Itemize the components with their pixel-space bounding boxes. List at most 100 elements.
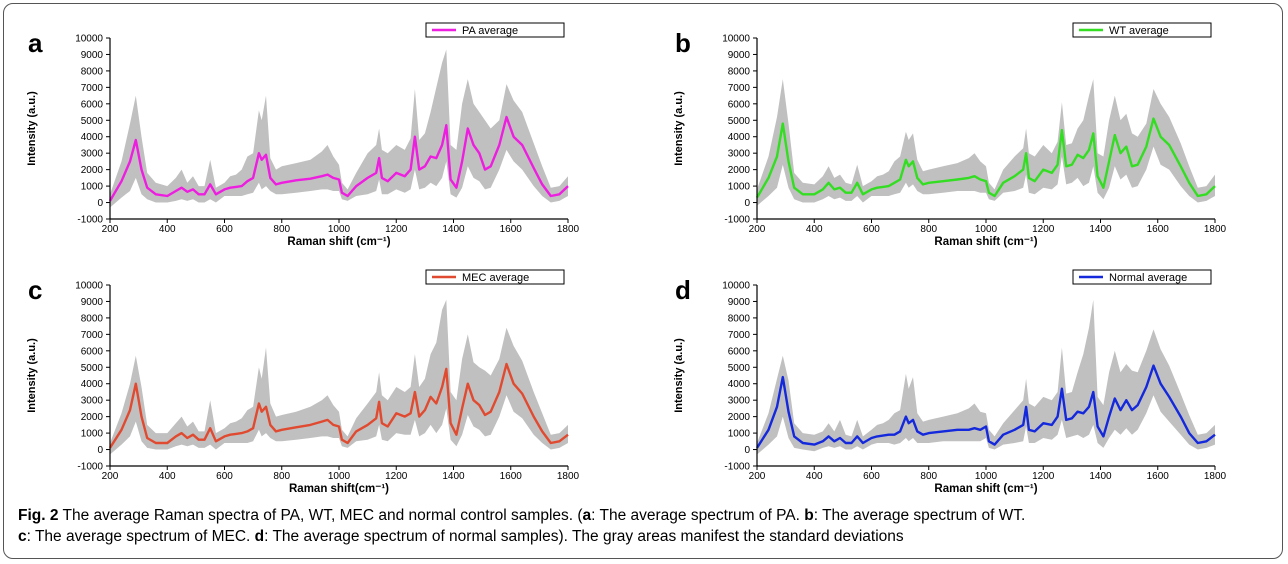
y-tick-label-a: 7000 — [81, 83, 104, 94]
y-tick-label-d: 3000 — [728, 396, 751, 407]
x-tick-label-c: 1400 — [442, 471, 465, 482]
y-axis-label-c: Intensity (a.u.) — [26, 338, 38, 413]
panel-b: -1000 0 1000 2000 3000 4000 5000 6000 7000 8000 90… — [673, 22, 1227, 248]
caption-line-1: Fig. 2 The average Raman spectra of PA, … — [18, 505, 1273, 526]
y-tick-label-b: 4000 — [728, 132, 751, 143]
y-tick-label-c: 5000 — [81, 363, 104, 374]
x-tick-label-d: 1600 — [1147, 471, 1170, 482]
y-tick-label-b: 7000 — [728, 83, 751, 94]
x-tick-label-c: 1000 — [328, 471, 351, 482]
y-tick-label-a: 3000 — [81, 149, 104, 160]
caption-label-c: c — [18, 528, 27, 545]
y-tick-label-d: 9000 — [728, 297, 751, 308]
y-tick-label-a: 5000 — [81, 116, 104, 127]
x-tick-label-c: 800 — [273, 471, 290, 482]
average-line-b — [755, 117, 1216, 199]
panel-c: -1000 0 1000 2000 3000 4000 5000 6000 7000 8000 90… — [26, 269, 580, 495]
x-tick-label-b: 800 — [920, 224, 937, 235]
y-tick-label-a: 10000 — [75, 34, 103, 45]
y-tick-label-d: 5000 — [728, 363, 751, 374]
y-tick-label-b: 3000 — [728, 149, 751, 160]
y-tick-label-d: 2000 — [728, 412, 751, 423]
caption-label-a: a — [582, 507, 592, 524]
y-tick-label-a: 0 — [97, 198, 103, 209]
y-axis-label-a: Intensity (a.u.) — [26, 91, 38, 166]
x-tick-label-b: 400 — [806, 224, 823, 235]
x-axis-label-c: Raman shift(cm⁻¹) — [289, 483, 389, 495]
x-tick-label-c: 1200 — [385, 471, 408, 482]
x-tick-label-b: 1400 — [1089, 224, 1112, 235]
y-tick-label-b: 2000 — [728, 165, 751, 176]
y-tick-label-c: 9000 — [81, 297, 104, 308]
y-tick-label-b: 5000 — [728, 116, 751, 127]
x-tick-label-a: 600 — [216, 224, 233, 235]
x-tick-label-a: 800 — [273, 224, 290, 235]
caption-text-3: : The average spectrum of WT. — [813, 507, 1026, 524]
x-tick-label-b: 1000 — [975, 224, 998, 235]
y-tick-label-d: 0 — [744, 445, 750, 456]
x-axis-label-a: Raman shift (cm⁻¹) — [287, 236, 390, 248]
caption-text-2: : The average spectrum of PA. — [591, 507, 805, 524]
x-tick-label-a: 1800 — [557, 224, 580, 235]
y-tick-label-c: 0 — [97, 445, 103, 456]
y-tick-label-c: 10000 — [75, 281, 103, 292]
x-tick-label-b: 1200 — [1032, 224, 1055, 235]
sd-band-b — [757, 79, 1215, 206]
x-tick-label-d: 200 — [749, 471, 766, 482]
x-tick-label-b: 1600 — [1147, 224, 1170, 235]
y-tick-label-b: 8000 — [728, 66, 751, 77]
caption-line-2: c: The average spectrum of MEC. d: The a… — [18, 526, 1273, 547]
y-tick-label-d: 1000 — [728, 429, 751, 440]
legend-label-d: Normal average — [1109, 272, 1187, 284]
panel-d: -1000 0 1000 2000 3000 4000 5000 6000 7000 8000 90… — [673, 269, 1227, 495]
figure-caption: Fig. 2 The average Raman spectra of PA, … — [18, 505, 1273, 547]
x-tick-label-b: 600 — [863, 224, 880, 235]
caption-text-1: The average Raman spectra of PA, WT, MEC… — [58, 507, 583, 524]
x-tick-label-b: 1800 — [1204, 224, 1227, 235]
y-tick-label-a: 2000 — [81, 165, 104, 176]
x-tick-label-a: 1600 — [500, 224, 523, 235]
y-tick-label-d: 4000 — [728, 379, 751, 390]
y-axis-label-d: Intensity (a.u.) — [673, 338, 685, 413]
x-tick-label-b: 200 — [749, 224, 766, 235]
legend-label-a: PA average — [462, 25, 518, 37]
x-tick-label-a: 1400 — [442, 224, 465, 235]
x-tick-label-d: 1000 — [975, 471, 998, 482]
y-tick-label-c: 7000 — [81, 330, 104, 341]
y-tick-label-b: 9000 — [728, 50, 751, 61]
x-tick-label-d: 1200 — [1032, 471, 1055, 482]
y-tick-label-c: 8000 — [81, 313, 104, 324]
y-tick-label-c: 3000 — [81, 396, 104, 407]
y-tick-label-a: 8000 — [81, 66, 104, 77]
panel-label-a: a — [28, 28, 43, 58]
y-tick-label-a: 6000 — [81, 99, 104, 110]
legend-box-a — [425, 22, 565, 38]
y-tick-label-c: 1000 — [81, 429, 104, 440]
y-tick-label-a: 4000 — [81, 132, 104, 143]
y-tick-label-d: -1000 — [724, 462, 750, 473]
y-tick-label-b: 6000 — [728, 99, 751, 110]
y-tick-label-b: 0 — [744, 198, 750, 209]
average-line-a — [108, 115, 569, 202]
x-tick-label-c: 200 — [102, 471, 119, 482]
y-tick-label-c: -1000 — [77, 462, 103, 473]
y-tick-label-a: 1000 — [81, 182, 104, 193]
sd-band-c — [110, 299, 568, 455]
x-tick-label-c: 400 — [159, 471, 176, 482]
x-tick-label-a: 200 — [102, 224, 119, 235]
average-line-d — [755, 364, 1216, 449]
panel-a: -1000 0 1000 2000 3000 4000 5000 6000 7000 8000 90… — [26, 22, 580, 248]
panel-label-d: d — [675, 275, 691, 305]
x-tick-label-a: 1000 — [328, 224, 351, 235]
caption-fig-label: Fig. 2 — [18, 507, 59, 524]
y-tick-label-b: -1000 — [724, 215, 750, 226]
legend-box-d — [1072, 269, 1212, 285]
caption-text-4: : The average spectrum of MEC. — [26, 528, 255, 545]
y-tick-label-d: 10000 — [722, 281, 750, 292]
panel-label-c: c — [28, 275, 42, 305]
x-axis-label-d: Raman shift (cm⁻¹) — [934, 483, 1037, 495]
legend-box-b — [1072, 22, 1212, 38]
y-tick-label-a: -1000 — [77, 215, 103, 226]
caption-label-d: d — [254, 528, 265, 545]
legend-box-c — [425, 269, 565, 285]
